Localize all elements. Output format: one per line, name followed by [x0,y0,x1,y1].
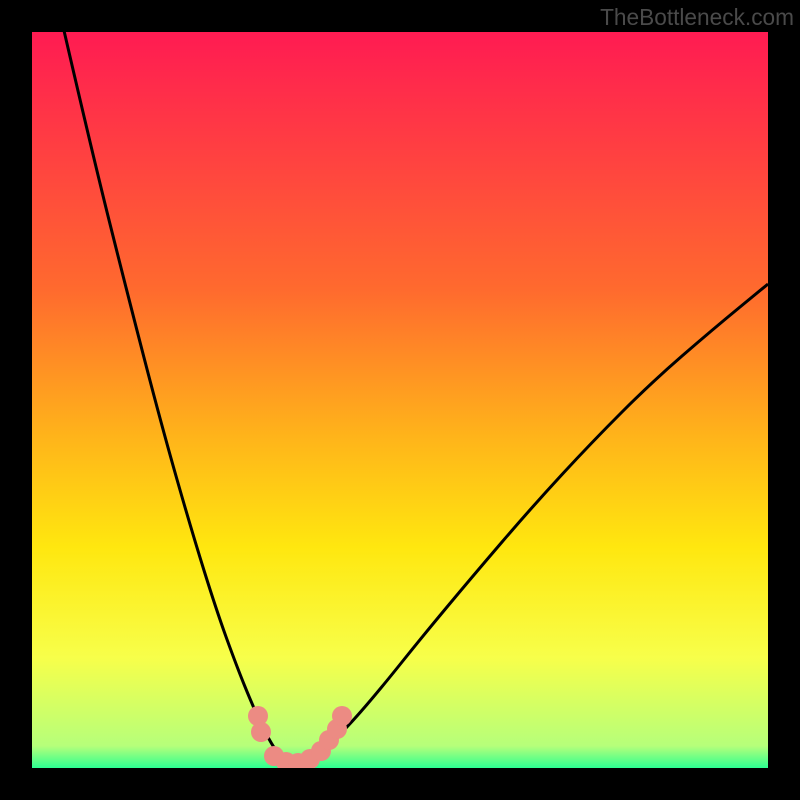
data-dot [332,706,352,726]
curve-right [294,284,768,765]
chart-frame: TheBottleneck.com [0,0,800,800]
curve-left [62,22,294,765]
data-dot [251,722,271,742]
chart-svg [0,0,800,800]
